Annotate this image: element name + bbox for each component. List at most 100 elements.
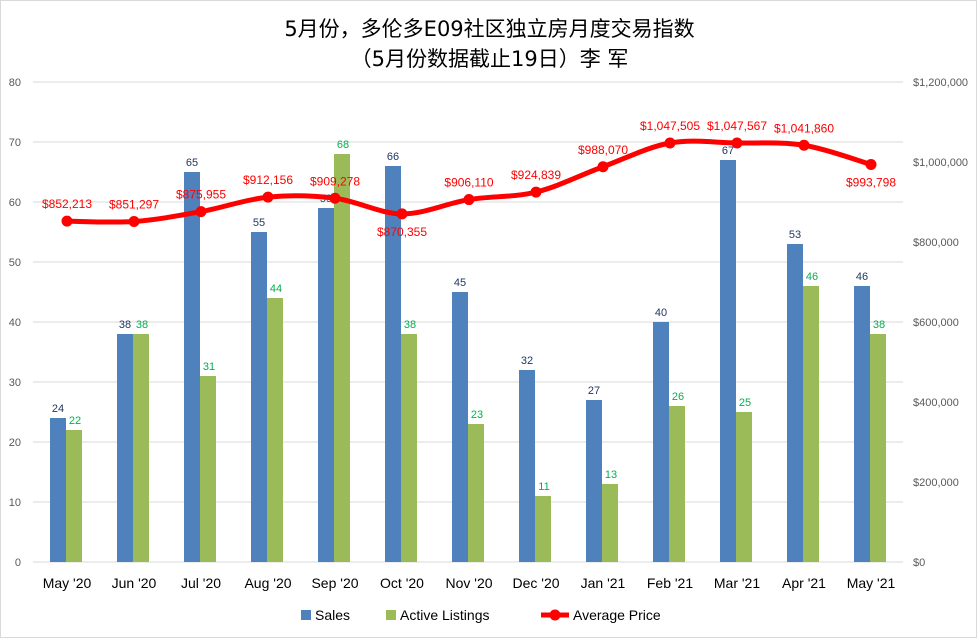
legend-label: Sales: [315, 607, 350, 623]
y-left-tick-label: 50: [9, 257, 21, 269]
average-price-data-label: $870,355: [377, 225, 427, 239]
point-average-price: [329, 192, 341, 204]
bar-sales: [318, 208, 334, 562]
point-average-price: [798, 139, 810, 151]
average-price-data-label: $912,156: [243, 173, 293, 187]
point-average-price: [262, 191, 274, 203]
average-price-data-label: $1,047,505: [640, 119, 700, 133]
average-price-data-label: $924,839: [511, 168, 561, 182]
active-listings-data-label: 11: [538, 481, 549, 493]
y-right-tick-label: $600,000: [913, 317, 959, 329]
x-tick-label: Feb '21: [647, 575, 693, 591]
active-listings-data-label: 68: [337, 139, 349, 151]
y-left-tick-label: 20: [9, 437, 21, 449]
bar-active-listings: [803, 286, 819, 562]
active-listings-data-label: 25: [739, 397, 751, 409]
bar-sales: [854, 286, 870, 562]
y-left-tick-label: 0: [15, 557, 21, 569]
average-price-data-label: $909,278: [310, 174, 360, 188]
active-listings-data-label: 22: [69, 415, 81, 427]
chart-subtitle: （5月份数据截止19日）李 军: [350, 47, 629, 71]
x-tick-label: Nov '20: [445, 575, 492, 591]
sales-data-label: 45: [454, 277, 466, 289]
point-average-price: [865, 158, 877, 170]
sales-data-label: 67: [722, 145, 734, 157]
bar-active-listings: [669, 406, 685, 562]
legend-label: Active Listings: [400, 607, 489, 623]
bar-active-listings: [66, 430, 82, 562]
bar-sales: [787, 244, 803, 562]
x-tick-label: Dec '20: [512, 575, 559, 591]
y-left-tick-label: 70: [9, 137, 21, 149]
average-price-data-label: $1,047,567: [707, 119, 767, 133]
point-average-price: [61, 215, 73, 227]
bar-sales: [586, 400, 602, 562]
active-listings-data-label: 38: [136, 319, 148, 331]
point-average-price: [731, 137, 743, 149]
sales-data-label: 38: [119, 319, 131, 331]
x-tick-label: Jun '20: [112, 575, 157, 591]
bar-sales: [184, 172, 200, 562]
x-tick-label: Jan '21: [581, 575, 626, 591]
active-listings-data-label: 46: [806, 271, 818, 283]
active-listings-data-label: 38: [404, 319, 416, 331]
bar-active-listings: [870, 334, 886, 562]
bar-sales: [452, 292, 468, 562]
point-average-price: [664, 137, 676, 149]
active-listings-data-label: 44: [270, 283, 282, 295]
sales-data-label: 53: [789, 229, 801, 241]
legend-swatch: [386, 610, 396, 620]
x-tick-label: Sep '20: [311, 575, 358, 591]
sales-data-label: 24: [52, 403, 64, 415]
y-left-tick-label: 40: [9, 317, 21, 329]
point-average-price: [597, 161, 609, 173]
x-tick-label: Aug '20: [244, 575, 291, 591]
bar-active-listings: [736, 412, 752, 562]
y-right-tick-label: $200,000: [913, 477, 959, 489]
y-right-tick-label: $1,200,000: [913, 77, 968, 89]
x-tick-label: Oct '20: [380, 575, 424, 591]
x-tick-label: Apr '21: [782, 575, 826, 591]
bar-active-listings: [602, 484, 618, 562]
sales-data-label: 32: [521, 355, 533, 367]
x-tick-label: May '21: [847, 575, 896, 591]
average-price-data-label: $988,070: [578, 143, 628, 157]
active-listings-data-label: 23: [471, 409, 483, 421]
bar-sales: [519, 370, 535, 562]
active-listings-data-label: 26: [672, 391, 684, 403]
point-average-price: [463, 194, 475, 206]
sales-data-label: 55: [253, 217, 265, 229]
y-left-tick-label: 60: [9, 197, 21, 209]
legend-swatch: [301, 610, 311, 620]
y-right-tick-label: $400,000: [913, 397, 959, 409]
legend-marker: [549, 609, 561, 621]
bar-active-listings: [468, 424, 484, 562]
point-average-price: [128, 215, 140, 227]
sales-data-label: 65: [186, 157, 198, 169]
y-left-tick-label: 30: [9, 377, 21, 389]
y-right-tick-label: $800,000: [913, 237, 959, 249]
legend-label: Average Price: [573, 607, 661, 623]
sales-data-label: 40: [655, 307, 667, 319]
x-tick-label: May '20: [43, 575, 92, 591]
bar-sales: [385, 166, 401, 562]
bar-sales: [720, 160, 736, 562]
sales-data-label: 66: [387, 151, 399, 163]
y-right-tick-label: $1,000,000: [913, 157, 968, 169]
average-price-data-label: $993,798: [846, 175, 896, 189]
bar-active-listings: [267, 298, 283, 562]
chart-title: 5月份，多伦多E09社区独立房月度交易指数: [284, 17, 695, 41]
point-average-price: [396, 208, 408, 220]
y-left-tick-label: 10: [9, 497, 21, 509]
y-left-tick-label: 80: [9, 77, 21, 89]
bar-active-listings: [200, 376, 216, 562]
average-price-data-label: $875,955: [176, 188, 226, 202]
bar-sales: [50, 418, 66, 562]
bar-active-listings: [133, 334, 149, 562]
point-average-price: [530, 186, 542, 198]
average-price-data-label: $1,041,860: [774, 121, 834, 135]
active-listings-data-label: 31: [203, 361, 215, 373]
bar-active-listings: [535, 496, 551, 562]
active-listings-data-label: 38: [873, 319, 885, 331]
